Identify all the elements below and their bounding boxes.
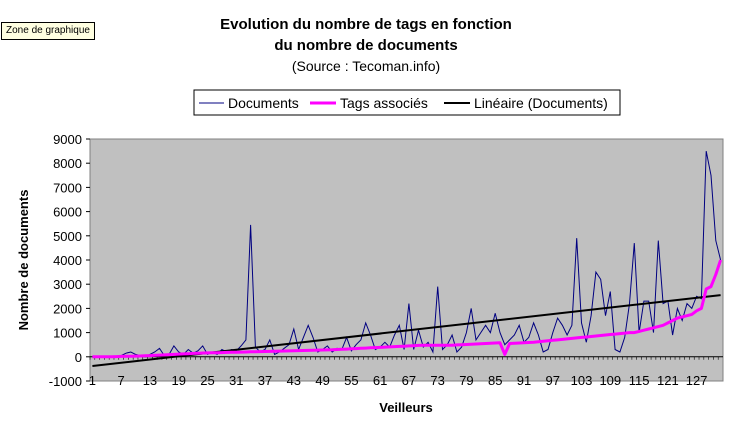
x-tick-label: 73 [430,373,444,388]
chart-title-line-2: du nombre de documents [274,37,457,54]
x-axis-title: Veilleurs [379,400,432,415]
y-tick-label: 8000 [53,156,82,171]
x-tick-label: 97 [546,373,560,388]
series-documents-line [92,151,722,358]
legend-tags-label: Tags associés [340,95,428,111]
x-tick-label: 1 [89,373,96,388]
x-tick-label: 103 [571,373,593,388]
x-tick-label: 109 [599,373,621,388]
x-tick-label: 43 [287,373,301,388]
x-tick-label: 25 [200,373,214,388]
y-tick-label: 4000 [53,253,82,268]
x-tick-label: 13 [143,373,157,388]
y-tick-label: 0 [75,350,82,365]
y-tick-label: 1000 [53,326,82,341]
y-tick-label: -1000 [49,374,82,389]
y-tick-label: 7000 [53,180,82,195]
y-tick-label: 9000 [53,132,82,147]
y-tick-label: 6000 [53,205,82,220]
x-tick-label: 61 [373,373,387,388]
x-tick-label: 19 [171,373,185,388]
chart-subtitle: (Source : Tecoman.info) [292,58,440,74]
y-axis-ticks: 9000 8000 7000 6000 5000 4000 3000 2000 1000 0 -10… [49,132,90,389]
y-tick-label: 3000 [53,277,82,292]
x-axis-ticks: 1 7 13 19 25 31 37 43 49 55 61 67 73 79 85 91 97 103 109 11… [89,356,723,388]
plot-area [89,138,724,382]
chart-area-tooltip: Zone de graphique [1,22,95,40]
x-tick-label: 121 [657,373,679,388]
x-tick-label: 49 [315,373,329,388]
series [92,151,723,367]
y-axis-title: Nombre de documents [16,190,31,331]
legend-documents-label: Documents [228,95,299,111]
legend-trend-label: Linéaire (Documents) [474,95,608,111]
y-tick-label: 5000 [53,229,82,244]
chart-title-line-1: Evolution du nombre de tags en fonction [220,16,512,33]
x-tick-label: 31 [229,373,243,388]
x-tick-label: 91 [517,373,531,388]
x-tick-label: 55 [344,373,358,388]
x-tick-label: 85 [488,373,502,388]
x-tick-label: 115 [629,373,650,388]
legend: Documents Tags associés Linéaire (Docume… [193,89,621,116]
series-tags-line [92,259,723,359]
x-tick-label: 37 [258,373,272,388]
x-tick-label: 79 [459,373,473,388]
y-tick-label: 2000 [53,301,82,316]
x-tick-label: 67 [402,373,416,388]
legend-box [193,89,621,116]
x-tick-label: 127 [686,373,708,388]
x-tick-label: 7 [118,373,125,388]
